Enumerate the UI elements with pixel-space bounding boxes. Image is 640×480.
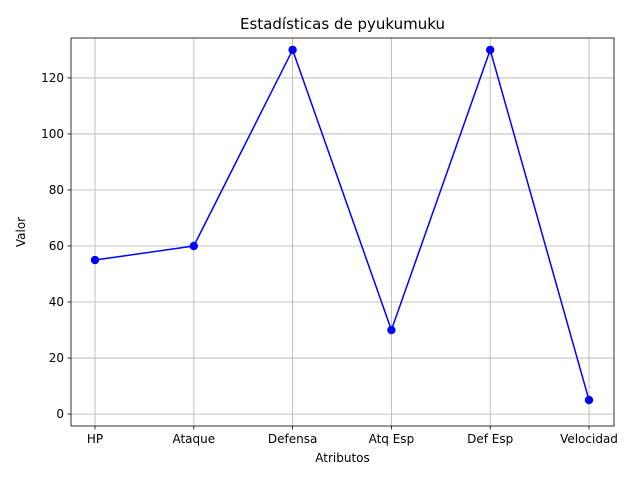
plot-area — [71, 38, 614, 426]
y-tick-label: 100 — [41, 127, 64, 141]
y-tick-label: 80 — [49, 183, 64, 197]
data-point — [387, 325, 396, 335]
plot-axes — [70, 37, 615, 427]
data-point — [486, 45, 495, 55]
x-tick-label: Atq Esp — [369, 432, 415, 446]
series-line — [94, 49, 590, 401]
y-axis-label: Valor — [14, 217, 28, 247]
y-axis-ticks: 0 20 40 60 80 100 120 — [41, 71, 71, 421]
chart-title: Estadísticas de pyukumuku — [240, 15, 445, 33]
data-point — [288, 45, 297, 55]
plot-frame — [70, 37, 615, 427]
data-point — [584, 395, 594, 405]
x-tick-label: Velocidad — [560, 432, 618, 446]
x-axis-label: Atributos — [315, 451, 370, 465]
data-point — [189, 241, 198, 251]
data-point — [90, 255, 100, 265]
y-tick-label: 0 — [56, 407, 64, 421]
x-axis-ticks: HP Ataque Defensa Atq Esp Def Esp Velocidad — [87, 426, 618, 446]
x-tick-label: Ataque — [172, 432, 215, 446]
x-tick-label: HP — [87, 432, 103, 446]
x-tick-label: Def Esp — [467, 432, 513, 446]
y-tick-label: 120 — [41, 71, 64, 85]
y-tick-label: 40 — [49, 295, 64, 309]
y-tick-label: 20 — [49, 351, 64, 365]
series-layer — [90, 45, 594, 405]
x-tick-label: Defensa — [268, 432, 317, 446]
y-tick-label: 60 — [49, 239, 64, 253]
